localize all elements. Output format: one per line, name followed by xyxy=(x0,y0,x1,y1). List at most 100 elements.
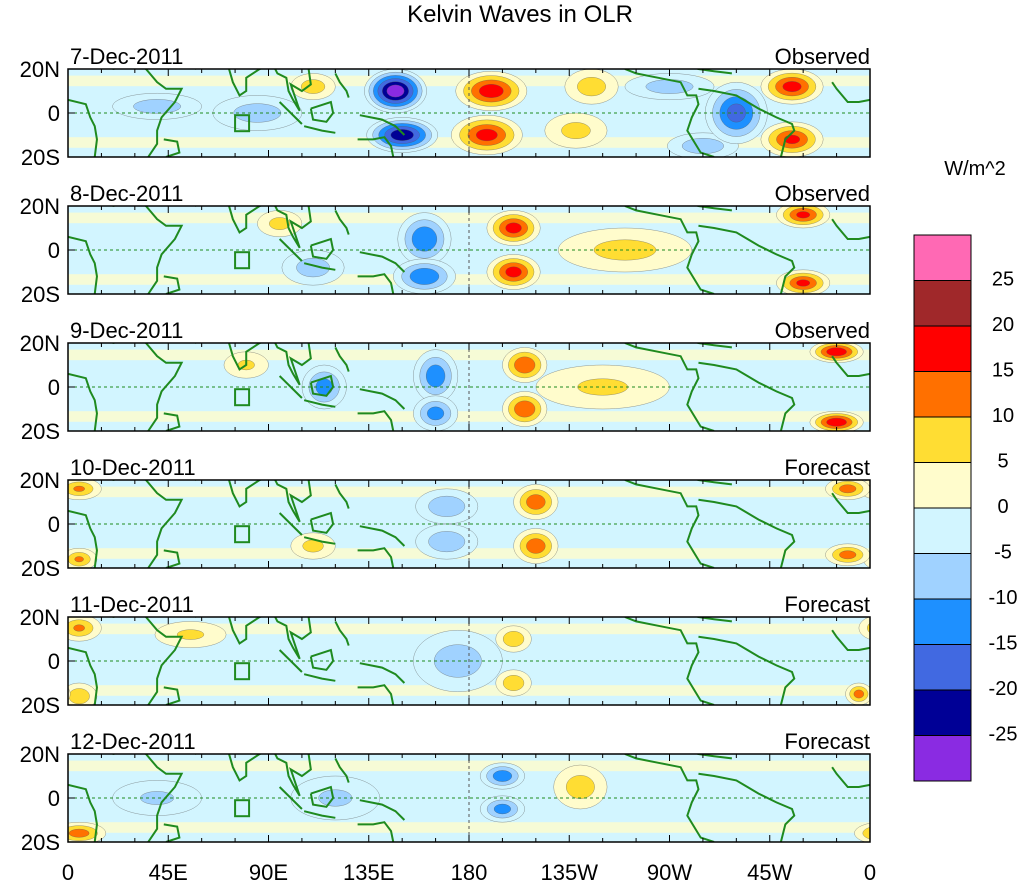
coastline xyxy=(359,662,406,684)
positive-band xyxy=(68,349,870,361)
anomaly-contour xyxy=(493,803,511,815)
anomaly-contour xyxy=(0,205,21,225)
anomaly-contour xyxy=(301,79,326,94)
coastline xyxy=(357,684,395,705)
x-tick-label: 135W xyxy=(541,860,599,885)
x-tick-label: 45W xyxy=(747,860,792,885)
coastline xyxy=(359,388,406,410)
coastline xyxy=(194,480,313,523)
anomaly-contour xyxy=(426,364,446,388)
anomaly-contour xyxy=(68,688,90,705)
colorbar-swatch xyxy=(913,689,972,736)
positive-band xyxy=(68,623,870,635)
colorbar-label: -15 xyxy=(989,633,1018,655)
coastline xyxy=(334,72,350,98)
panel-date: 10-Dec-2011 xyxy=(70,455,196,480)
anomaly-contour xyxy=(876,625,887,632)
panel-date: 8-Dec-2011 xyxy=(70,181,183,206)
y-tick-label: 20S xyxy=(21,556,60,581)
colorbar-swatch xyxy=(913,735,972,782)
x-tick-label: 180 xyxy=(451,860,488,885)
coastline xyxy=(68,235,98,294)
coastline xyxy=(698,224,796,294)
x-tick-label: 0 xyxy=(864,860,876,885)
y-tick-label: 0 xyxy=(48,512,60,537)
coastline xyxy=(112,343,184,431)
coastline xyxy=(112,69,184,157)
anomaly-contour xyxy=(318,789,353,807)
anomaly-contour xyxy=(0,208,15,221)
anomaly-contour xyxy=(73,624,85,632)
coastline xyxy=(698,772,796,842)
anomaly-contour xyxy=(0,212,8,219)
panels: 7-Dec-2011 Observed 20N 0 20S 8-Dec-2011 Obser… xyxy=(0,44,1021,855)
anomaly-contour xyxy=(935,99,982,113)
coastline xyxy=(698,87,796,157)
coastline xyxy=(359,251,406,273)
coastline xyxy=(68,646,98,705)
coastline xyxy=(163,823,181,842)
anomaly-contour xyxy=(390,129,414,141)
anomaly-contour xyxy=(0,131,6,149)
anomaly-contour xyxy=(871,829,891,837)
anomaly-contour xyxy=(0,280,8,287)
coastline xyxy=(112,206,184,294)
colorbar-label: -25 xyxy=(989,724,1018,746)
anomaly-contour xyxy=(492,770,512,782)
coastline xyxy=(112,617,184,705)
panel-date: 9-Dec-2011 xyxy=(70,318,183,343)
colorbar-label: 15 xyxy=(992,360,1014,382)
panel-9-Dec-2011: 9-Dec-2011 Observed 20N 0 20S xyxy=(20,318,871,444)
y-tick-label: 20S xyxy=(21,145,60,170)
anomaly-contour xyxy=(0,273,21,293)
coastline xyxy=(698,361,796,431)
y-tick-label: 20S xyxy=(21,282,60,307)
coastline xyxy=(194,69,313,112)
coastline xyxy=(194,343,313,386)
coastline xyxy=(309,100,335,123)
y-tick-label: 0 xyxy=(48,101,60,126)
anomaly-contour xyxy=(566,775,595,799)
coastline xyxy=(624,69,715,157)
coastline xyxy=(163,275,181,294)
region-box xyxy=(234,799,251,818)
x-tick-label: 90E xyxy=(249,860,288,885)
anomaly-contour xyxy=(915,93,1004,119)
colorbar-label: -20 xyxy=(989,678,1018,700)
anomaly-contour xyxy=(269,217,291,230)
coastline xyxy=(695,69,733,75)
colorbar-swatch xyxy=(913,462,972,509)
anomaly-contour xyxy=(505,222,522,234)
y-tick-label: 0 xyxy=(48,375,60,400)
coastline xyxy=(303,536,336,545)
colorbar-label: 10 xyxy=(992,405,1014,427)
anomaly-contour xyxy=(862,827,870,840)
coastline xyxy=(303,810,336,819)
anomaly-contour xyxy=(593,239,657,261)
y-tick-label: 0 xyxy=(48,786,60,811)
coastline xyxy=(309,237,335,260)
anomaly-contour xyxy=(514,356,536,374)
colorbar-label: -10 xyxy=(989,587,1018,609)
coastline xyxy=(112,480,184,568)
region-box xyxy=(234,251,251,270)
anomaly-contour xyxy=(1015,95,1021,130)
y-tick-label: 0 xyxy=(48,238,60,263)
anomaly-contour xyxy=(505,266,522,278)
x-tick-label: 0 xyxy=(62,860,74,885)
coastline xyxy=(624,343,715,431)
coastline xyxy=(359,114,406,136)
coastline xyxy=(163,549,181,568)
colorbar-label: -5 xyxy=(994,542,1012,564)
coastline xyxy=(831,766,870,788)
anomaly-contour xyxy=(561,122,591,139)
colorbar-swatch xyxy=(913,234,972,281)
anomaly-contour xyxy=(133,99,181,114)
anomaly-contour xyxy=(854,823,870,842)
anomaly-contour xyxy=(0,69,21,104)
coastline xyxy=(194,754,313,797)
coastline xyxy=(68,372,98,431)
coastline xyxy=(303,262,336,271)
y-tick-label: 0 xyxy=(48,649,60,674)
